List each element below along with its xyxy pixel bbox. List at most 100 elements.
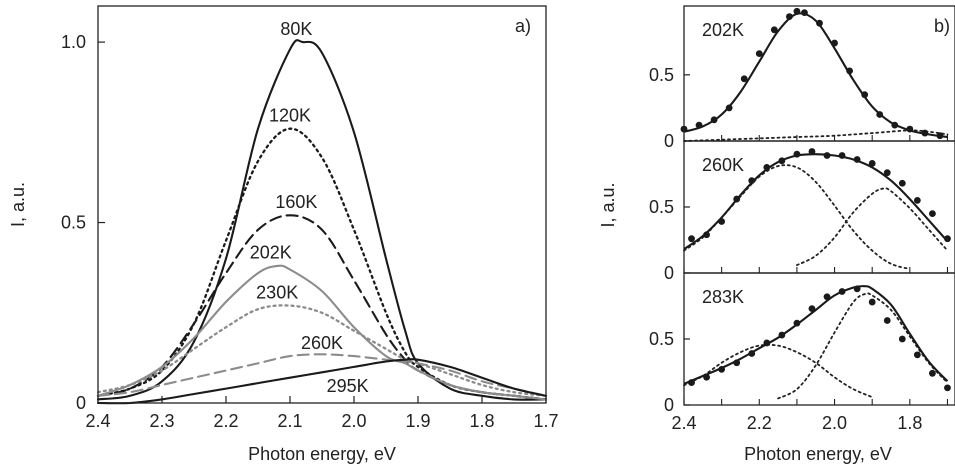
- data-point: [808, 148, 816, 155]
- data-point: [898, 179, 906, 187]
- data-point: [921, 129, 929, 137]
- x-axis-title: Photon energy, eV: [248, 444, 396, 464]
- data-point: [755, 50, 763, 58]
- panel-tag-a: a): [515, 16, 531, 36]
- y-axis-title: I, a.u.: [8, 182, 28, 227]
- data-point: [703, 373, 710, 381]
- data-point: [770, 26, 778, 34]
- series-line-260K: [96, 353, 548, 397]
- x-tick-label: 1.7: [533, 411, 558, 431]
- data-point: [838, 152, 846, 159]
- data-point: [929, 369, 936, 377]
- x-tick-label: 2.1: [277, 411, 302, 431]
- data-point: [778, 157, 786, 165]
- data-point: [868, 298, 876, 306]
- data-point: [913, 351, 921, 359]
- data-point: [929, 210, 936, 218]
- x-axis-title: Photon energy, eV: [744, 444, 892, 464]
- data-point: [883, 169, 891, 177]
- x-tick-label: 2.0: [341, 411, 366, 431]
- data-point: [891, 121, 899, 129]
- data-point: [688, 379, 695, 386]
- data-point: [823, 293, 831, 301]
- data-point: [801, 9, 808, 17]
- data-point: [816, 19, 823, 27]
- fit-curve: [683, 285, 949, 385]
- data-point: [748, 177, 756, 185]
- x-tick-label: 1.9: [405, 411, 430, 431]
- x-tick-label: 2.0: [822, 413, 847, 433]
- component-curve: [683, 343, 874, 398]
- data-point: [688, 235, 695, 243]
- data-point: [861, 91, 869, 99]
- data-point: [868, 160, 876, 167]
- data-point: [725, 104, 733, 112]
- y-tick-label: 0: [664, 131, 674, 151]
- data-point: [853, 285, 861, 293]
- component-curve: [683, 164, 911, 270]
- series-label-295K: 295K: [327, 376, 369, 396]
- data-point: [785, 13, 793, 20]
- data-point: [883, 317, 891, 324]
- data-point: [778, 331, 786, 339]
- data-point: [898, 335, 906, 343]
- series-line-120K: [96, 127, 548, 401]
- panel-b-frame: [683, 272, 955, 406]
- data-point: [793, 319, 801, 327]
- x-tick-label: 2.4: [671, 413, 696, 433]
- panel-b-sub-283K: 283K 0 0.5: [649, 285, 951, 415]
- series-line-202K: [96, 264, 548, 401]
- data-point: [733, 359, 741, 367]
- x-tick-label: 2.3: [149, 411, 174, 431]
- data-point: [906, 125, 914, 133]
- x-tick-label: 1.8: [897, 413, 922, 433]
- temperature-label: 283K: [702, 287, 744, 307]
- data-point: [703, 231, 710, 239]
- series-label-160K: 160K: [275, 192, 317, 212]
- data-point: [913, 197, 921, 204]
- data-point: [808, 305, 816, 313]
- panel-a: 80K 120K 160K 202K 230K 260K 295K 2.4 2.3 2.2 2.1 2…: [8, 16, 559, 464]
- series-line-295K: [96, 358, 548, 405]
- series-line-230K: [96, 304, 548, 397]
- data-point: [793, 150, 801, 158]
- y-tick-label: 0: [664, 395, 674, 415]
- panel-b-sub-202K: 202K 0 0.5: [649, 7, 949, 151]
- x-tick-label: 2.4: [85, 411, 110, 431]
- series-line-80K: [96, 39, 548, 401]
- series-label-120K: 120K: [269, 105, 311, 125]
- data-point: [936, 132, 944, 140]
- data-point: [838, 288, 846, 295]
- component-curve: [796, 187, 949, 266]
- panel-b-sub-260K: 260K 0 0.5: [649, 148, 951, 283]
- data-point: [763, 339, 771, 347]
- data-point: [831, 39, 838, 47]
- data-point: [823, 152, 831, 159]
- temperature-label: 260K: [702, 155, 744, 175]
- data-point: [740, 75, 748, 83]
- panel-a-frame: [97, 5, 547, 404]
- series-label-202K: 202K: [250, 243, 292, 263]
- data-point: [710, 116, 718, 124]
- data-point: [944, 235, 951, 243]
- data-point: [718, 365, 726, 373]
- data-point: [695, 121, 703, 129]
- data-point: [793, 7, 801, 15]
- x-tick-label: 1.8: [469, 411, 494, 431]
- x-tick-label: 2.2: [747, 413, 772, 433]
- data-point: [733, 195, 741, 203]
- y-tick-label: 0.5: [649, 65, 674, 85]
- data-point: [748, 350, 756, 357]
- data-point: [846, 67, 854, 75]
- y-axis-title: I, a.u.: [598, 182, 618, 227]
- y-tick-label: 0.5: [649, 197, 674, 217]
- x-tick-label: 2.2: [213, 411, 238, 431]
- data-point: [763, 164, 771, 171]
- y-tick-label: 0.5: [649, 329, 674, 349]
- component-curve: [777, 292, 949, 400]
- data-point: [718, 218, 726, 225]
- data-point: [853, 156, 861, 163]
- fit-curve: [683, 153, 949, 251]
- y-tick-label: 0: [76, 393, 86, 413]
